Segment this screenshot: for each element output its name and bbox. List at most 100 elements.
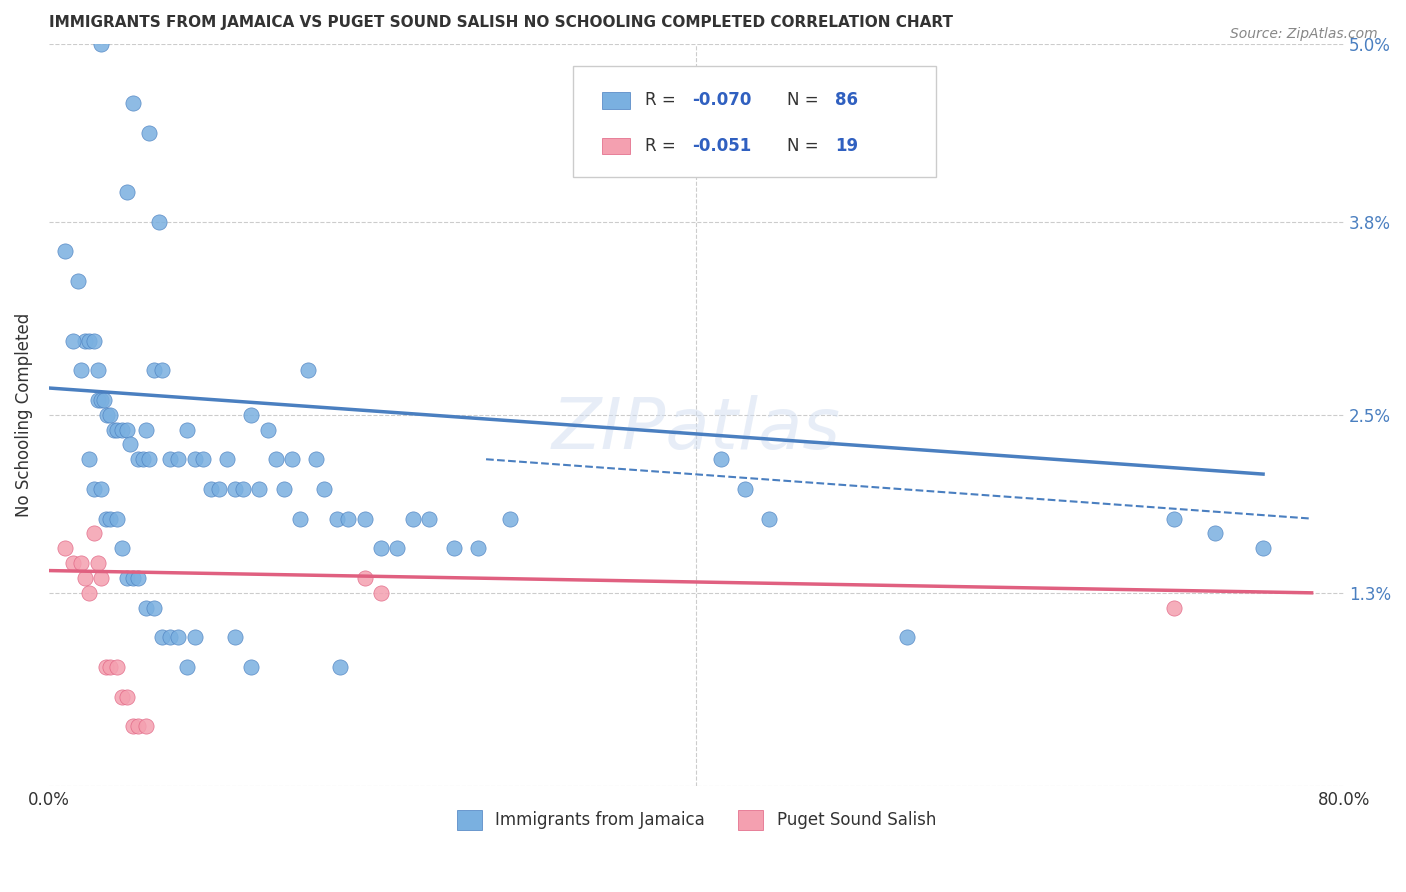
Point [118,437,141,451]
Point [183,452,205,467]
Point [710,452,733,467]
Point [326,511,349,525]
Point [370,541,392,556]
Point [100,511,122,525]
Point [79,334,101,348]
Point [240,408,263,422]
Point [111,541,134,556]
Point [353,571,375,585]
Point [111,690,134,704]
Point [86,556,108,570]
Point [127,452,149,467]
Point [273,482,295,496]
Point [105,660,128,674]
Point [467,541,489,556]
FancyBboxPatch shape [602,92,630,109]
Point [135,600,157,615]
Point [94,511,117,525]
Point [70,556,93,570]
Point [138,126,160,140]
Point [79,586,101,600]
Point [62,556,84,570]
Point [70,363,93,377]
Point [1251,541,1274,556]
Point [53,244,76,259]
Point [224,482,246,496]
Text: R =: R = [645,136,681,154]
Point [1163,511,1185,525]
Point [105,423,128,437]
Point [132,452,155,467]
Point [83,482,105,496]
Point [105,511,128,525]
Point [337,511,360,525]
Point [758,511,780,525]
Point [93,392,115,407]
Point [150,363,173,377]
Point [122,571,145,585]
FancyBboxPatch shape [574,66,936,178]
Point [281,452,304,467]
Point [103,423,125,437]
Point [264,452,287,467]
Point [1204,526,1226,541]
Point [200,482,222,496]
Point [73,334,96,348]
Point [86,363,108,377]
Text: ZIPatlas: ZIPatlas [553,395,841,464]
Text: -0.070: -0.070 [693,91,752,110]
Text: N =: N = [787,136,824,154]
Y-axis label: No Schooling Completed: No Schooling Completed [15,312,32,516]
Point [183,631,205,645]
Point [499,511,522,525]
Point [83,334,105,348]
Point [62,334,84,348]
Point [191,452,214,467]
Point [329,660,352,674]
Text: N =: N = [787,91,824,110]
Point [734,482,756,496]
Point [83,526,105,541]
Point [135,719,157,733]
Point [896,631,918,645]
Point [100,660,122,674]
Point [90,482,112,496]
Point [127,571,149,585]
Point [176,423,198,437]
Point [127,719,149,733]
Point [90,392,112,407]
Point [297,363,319,377]
Point [115,185,138,199]
Point [370,586,392,600]
Point [150,631,173,645]
Point [224,631,246,645]
Point [135,423,157,437]
Legend: Immigrants from Jamaica, Puget Sound Salish: Immigrants from Jamaica, Puget Sound Sal… [450,803,942,837]
Point [94,660,117,674]
Point [67,274,90,288]
Text: 86: 86 [835,91,858,110]
Point [143,363,166,377]
Text: -0.051: -0.051 [693,136,752,154]
Point [208,482,231,496]
Point [215,452,238,467]
Point [1163,600,1185,615]
Point [122,719,145,733]
Point [314,482,336,496]
Point [143,600,166,615]
Point [418,511,440,525]
Point [86,392,108,407]
Point [73,571,96,585]
Point [148,215,170,229]
Point [256,423,278,437]
Point [90,37,112,51]
Point [385,541,408,556]
Point [159,452,181,467]
Point [353,511,375,525]
Text: 19: 19 [835,136,858,154]
Point [115,690,138,704]
Text: Source: ZipAtlas.com: Source: ZipAtlas.com [1230,27,1378,41]
Point [138,452,160,467]
Point [402,511,425,525]
Point [288,511,311,525]
